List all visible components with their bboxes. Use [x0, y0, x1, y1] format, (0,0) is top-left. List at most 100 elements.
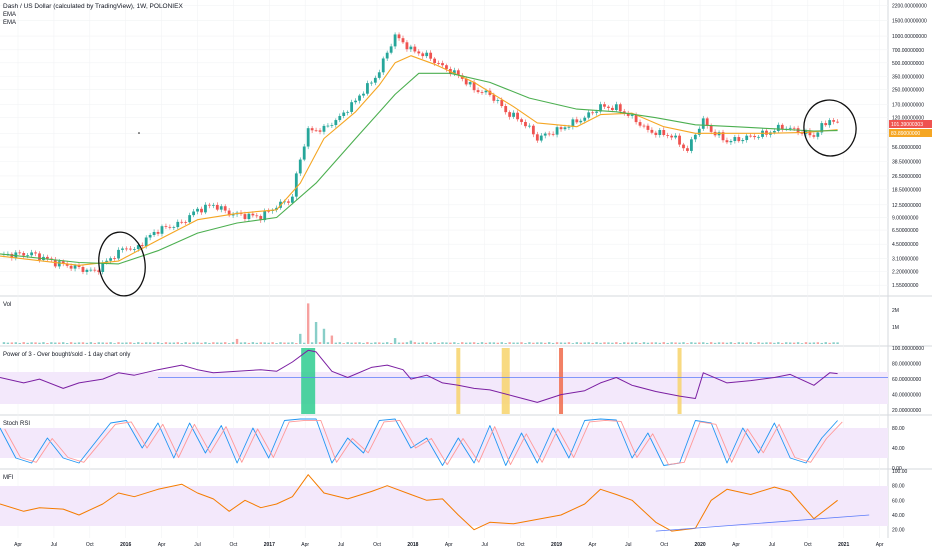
- candle-body: [85, 269, 89, 272]
- volume-bar: [547, 342, 551, 344]
- candle-body: [788, 127, 792, 129]
- candle-body: [263, 210, 267, 221]
- candle-body: [231, 214, 235, 216]
- candle-body: [136, 245, 140, 250]
- candle-body: [709, 125, 713, 132]
- candle-body: [472, 82, 476, 91]
- time-tick-label: Oct: [230, 542, 238, 548]
- volume-bar: [192, 342, 195, 344]
- volume-bar: [713, 342, 717, 344]
- power-highlight-bar: [501, 348, 510, 414]
- volume-bar: [745, 342, 748, 344]
- volume-bar: [303, 342, 306, 344]
- volume-bar: [188, 342, 191, 344]
- volume-bar: [437, 342, 440, 344]
- candle-body: [599, 104, 602, 112]
- volume-bar: [350, 342, 353, 344]
- volume-bar: [129, 342, 132, 344]
- volume-bar: [113, 343, 116, 344]
- candle-body: [780, 124, 784, 129]
- candle-body: [476, 90, 480, 93]
- candle-body: [437, 63, 440, 64]
- candle-body: [330, 125, 334, 126]
- stoch-k-line: [0, 418, 838, 466]
- volume-bar: [524, 343, 527, 344]
- candle-body: [397, 34, 401, 39]
- candle-body: [543, 133, 547, 136]
- candle-body: [192, 211, 195, 216]
- candle-body: [97, 270, 101, 272]
- candle-body: [389, 46, 393, 53]
- power-line: [0, 349, 838, 403]
- volume-bar: [160, 343, 164, 344]
- time-tick-label: 2021: [838, 542, 849, 548]
- ema-legend-2: EMA: [3, 20, 16, 26]
- time-tick-label: Apr: [158, 542, 166, 548]
- candle-body: [535, 134, 539, 141]
- candle-body: [405, 42, 409, 50]
- volume-bar: [785, 342, 788, 344]
- volume-bar: [820, 342, 823, 344]
- volume-bar: [34, 342, 37, 344]
- ema-price-tag: [889, 129, 932, 137]
- time-tick-label: Jul: [481, 542, 487, 548]
- volume-bar: [148, 342, 152, 344]
- volume-bar: [346, 342, 349, 344]
- volume-bar: [310, 342, 314, 344]
- candle-body: [808, 130, 812, 136]
- candle-body: [488, 90, 492, 95]
- volume-bar: [828, 342, 831, 344]
- volume-bar: [267, 342, 270, 344]
- volume-bar: [777, 342, 780, 344]
- volume-bar: [508, 342, 511, 344]
- price-tick-label: 120.00000000: [892, 116, 924, 122]
- time-tick-label: Apr: [732, 542, 740, 548]
- volume-bar: [765, 342, 768, 344]
- candle-body: [259, 215, 263, 221]
- volume-bar: [551, 342, 555, 344]
- candle-body: [832, 120, 836, 122]
- candle-body: [812, 135, 816, 137]
- candle-body: [468, 82, 472, 85]
- volume-bar: [737, 342, 741, 344]
- candle-body: [22, 252, 26, 256]
- volume-bar: [496, 342, 500, 344]
- candle-body: [287, 201, 290, 203]
- candle-body: [140, 245, 144, 247]
- volume-bar: [26, 342, 29, 344]
- volume-bar: [824, 342, 827, 344]
- candle-body: [666, 135, 670, 136]
- volume-bar: [449, 342, 452, 344]
- volume-bar: [141, 342, 144, 344]
- volume-bar: [611, 342, 614, 344]
- mfi-tick-label: 40.00: [892, 513, 905, 519]
- candle-body: [354, 100, 357, 103]
- volume-bar: [532, 342, 535, 344]
- volume-bar: [204, 342, 207, 344]
- candle-body: [512, 112, 516, 117]
- volume-bar: [516, 342, 519, 344]
- volume-bar: [646, 342, 650, 344]
- volume-bar: [409, 340, 413, 344]
- candle-body: [38, 253, 41, 261]
- volume-bar: [465, 342, 468, 344]
- volume-bar: [453, 342, 456, 344]
- candle-body: [168, 226, 172, 228]
- volume-bar: [14, 342, 18, 344]
- volume-bar: [200, 342, 203, 344]
- volume-bar: [504, 343, 507, 344]
- candle-body: [73, 265, 77, 269]
- candle-body: [113, 258, 116, 260]
- power-highlight-bar: [456, 348, 461, 414]
- volume-bar: [816, 342, 820, 344]
- candle-body: [65, 263, 69, 266]
- volume-bar: [125, 342, 128, 344]
- candle-body: [425, 52, 429, 57]
- volume-bar: [638, 343, 642, 344]
- volume-bar: [30, 342, 33, 344]
- time-tick-label: Apr: [14, 542, 22, 548]
- candle-body: [630, 114, 634, 116]
- candle-body: [381, 58, 385, 73]
- volume-bar: [836, 342, 839, 344]
